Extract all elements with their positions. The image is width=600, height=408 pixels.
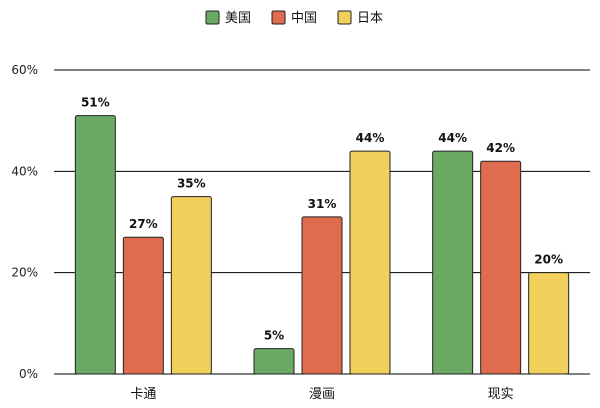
bar-美国-漫画 [253,348,295,375]
x-axis-categories: 卡通 漫画 现实 [130,387,513,402]
legend-item-中国: 中国 [271,10,317,26]
y-tick-label-40: 40% [11,164,38,178]
bars [74,115,570,375]
legend-swatch-日本 [337,10,352,25]
data-label-中国-现实: 42% [486,141,515,155]
data-label-日本-卡通: 35% [177,177,206,191]
data-label-中国-卡通: 27% [129,217,158,231]
bar-美国-卡通 [74,115,116,375]
legend-item-美国: 美国 [205,10,251,26]
x-category-label: 现实 [488,387,514,402]
data-label-日本-现实: 20% [534,253,563,267]
legend-item-日本: 日本 [337,10,383,26]
data-labels: 51% 27% 35% 5% 31% 44% 44% 42% 20% [81,96,563,343]
bar-日本-现实 [528,272,570,375]
y-tick-label-0: 0% [19,367,38,381]
bar-日本-卡通 [170,196,212,375]
x-category-label: 漫画 [309,387,335,402]
y-axis-ticks: 0% 20% 40% 60% [11,63,38,381]
data-label-中国-漫画: 31% [308,197,337,211]
legend-label: 日本 [357,11,383,26]
bar-日本-漫画 [349,150,391,375]
legend-label: 中国 [291,11,317,26]
bar-美国-现实 [432,150,474,375]
y-tick-label-20: 20% [11,266,38,280]
data-label-美国-漫画: 5% [264,329,284,343]
data-label-美国-卡通: 51% [81,96,110,110]
bar-中国-卡通 [122,236,164,375]
data-label-美国-现实: 44% [438,131,467,145]
legend-swatch-中国 [271,10,286,25]
bar-中国-漫画 [301,216,343,375]
legend: 美国 中国 日本 [205,10,383,26]
data-label-日本-漫画: 44% [356,131,385,145]
bar-中国-现实 [480,160,522,375]
x-category-label: 卡通 [130,387,156,402]
legend-swatch-美国 [205,10,220,25]
legend-label: 美国 [225,11,251,26]
y-tick-label-60: 60% [11,63,38,77]
